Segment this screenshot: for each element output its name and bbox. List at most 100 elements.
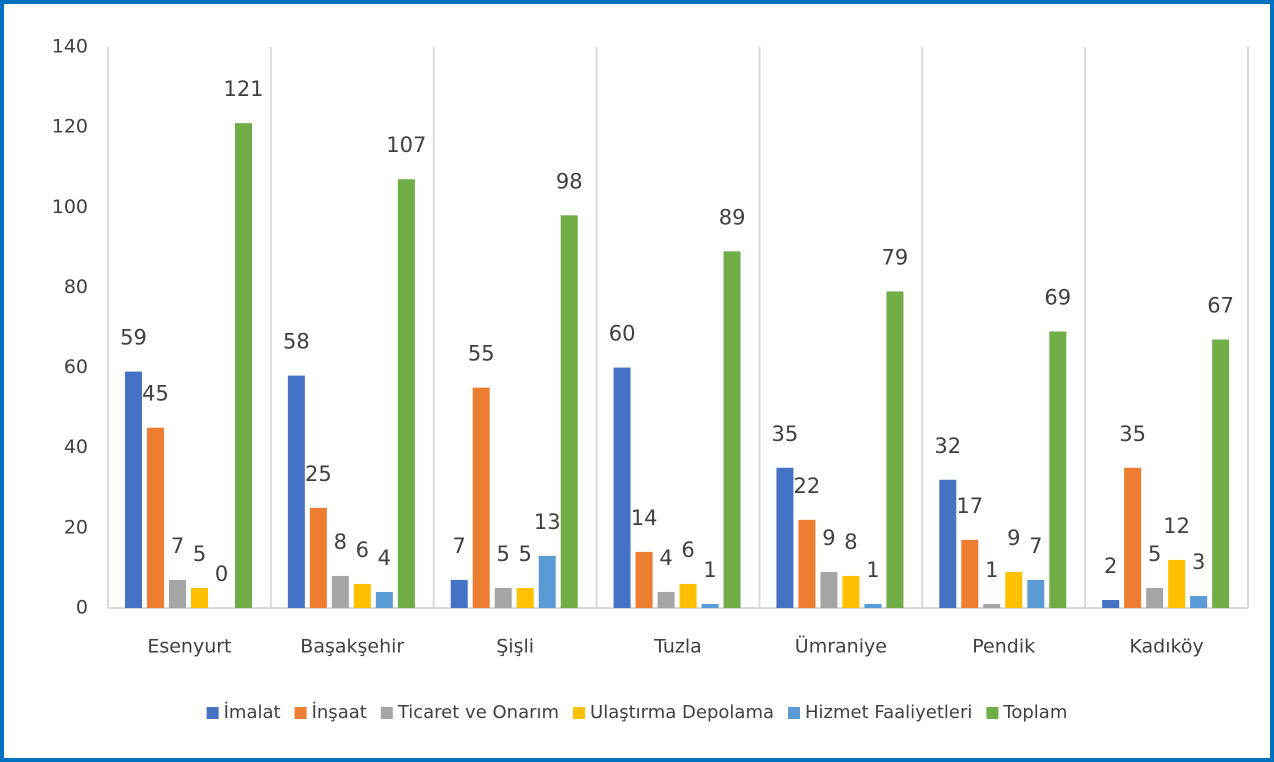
legend-label: Ticaret ve Onarım (397, 702, 559, 723)
bar (538, 555, 556, 608)
legend-swatch (986, 707, 999, 719)
y-tick-label: 20 (64, 516, 88, 538)
data-label: 0 (215, 562, 228, 586)
bar (472, 387, 490, 608)
data-label: 7 (171, 534, 184, 558)
bar (147, 427, 164, 608)
bar (798, 519, 816, 608)
data-label: 5 (497, 542, 510, 566)
bar (983, 603, 1001, 608)
bar (397, 179, 415, 608)
bar (864, 603, 882, 608)
bar (191, 587, 208, 608)
data-label: 32 (934, 434, 961, 458)
y-tick-label: 140 (52, 36, 88, 58)
legend-label: Hizmet Faaliyetleri (805, 702, 972, 723)
data-label: 4 (659, 546, 672, 570)
data-label: 6 (681, 538, 694, 562)
bar (961, 539, 979, 608)
y-tick-label: 120 (52, 116, 88, 138)
data-label: 5 (1148, 542, 1161, 566)
y-tick-label: 100 (52, 196, 88, 218)
bar (1212, 339, 1230, 608)
data-label: 55 (468, 342, 495, 366)
data-label: 22 (794, 474, 821, 498)
legend-label: İnşaat (312, 702, 367, 723)
data-label: 79 (882, 245, 909, 269)
data-label: 35 (772, 422, 799, 446)
bar (842, 575, 860, 608)
legend-swatch (206, 707, 219, 719)
legend-swatch (788, 707, 801, 719)
y-tick-label: 0 (76, 597, 88, 619)
data-label: 3 (1192, 550, 1205, 574)
data-label: 60 (609, 322, 636, 346)
bar (1027, 579, 1045, 608)
data-label: 107 (386, 133, 426, 157)
x-tick-label: Esenyurt (147, 636, 231, 658)
data-label: 1 (866, 558, 879, 582)
bar (1168, 559, 1186, 608)
bar (613, 367, 631, 608)
data-label: 121 (223, 77, 263, 101)
bar (723, 251, 741, 608)
data-label: 5 (193, 542, 206, 566)
bar (287, 375, 305, 608)
bar (331, 575, 349, 608)
data-label: 98 (556, 169, 583, 193)
bar (1049, 331, 1067, 608)
x-tick-label: Pendik (972, 636, 1035, 658)
y-tick-label: 60 (64, 356, 88, 378)
legend: İmalat İnşaat Ticaret ve Onarım Ulaştırma D… (206, 702, 1067, 723)
x-tick-label: Ümraniye (795, 635, 887, 658)
data-label: 8 (844, 530, 857, 554)
legend-swatch (380, 707, 393, 719)
bar (820, 571, 838, 608)
bar (939, 479, 957, 608)
bar (776, 467, 794, 608)
data-label: 17 (956, 494, 983, 518)
data-label: 1 (985, 558, 998, 582)
x-tick-label: Kadıköy (1129, 636, 1203, 658)
bar (1190, 595, 1208, 608)
data-label: 58 (283, 330, 310, 354)
data-label: 59 (120, 326, 147, 350)
data-label: 1 (703, 558, 716, 582)
bar (309, 507, 327, 608)
bar (353, 583, 371, 608)
bar (1146, 587, 1164, 608)
bar (679, 583, 697, 608)
data-label: 25 (305, 462, 332, 486)
data-label: 7 (1029, 534, 1042, 558)
data-label: 67 (1207, 294, 1234, 318)
bar (886, 291, 904, 608)
legend-swatch (294, 707, 307, 719)
bar (560, 215, 578, 609)
y-tick-label: 40 (64, 436, 88, 458)
data-label: 7 (453, 534, 466, 558)
bar (701, 603, 719, 608)
bar (1124, 467, 1142, 608)
legend-label: İmalat (224, 702, 281, 723)
data-label: 13 (534, 510, 561, 534)
data-label: 8 (334, 530, 347, 554)
legend-label: Toplam (1002, 702, 1067, 723)
bar (1005, 571, 1023, 608)
bar (169, 579, 186, 608)
bar (516, 587, 534, 608)
bar (494, 587, 512, 608)
x-tick-label: Başakşehir (300, 636, 404, 658)
data-label: 12 (1163, 514, 1190, 538)
data-label: 4 (378, 546, 391, 570)
data-label: 9 (1007, 526, 1020, 550)
data-label: 14 (631, 506, 658, 530)
data-label: 35 (1119, 422, 1146, 446)
data-label: 6 (356, 538, 369, 562)
bar (450, 579, 468, 608)
bar (125, 371, 142, 608)
data-label: 2 (1104, 554, 1117, 578)
x-tick-label: Tuzla (653, 636, 702, 658)
data-label: 9 (822, 526, 835, 550)
y-tick-label: 80 (64, 276, 88, 298)
